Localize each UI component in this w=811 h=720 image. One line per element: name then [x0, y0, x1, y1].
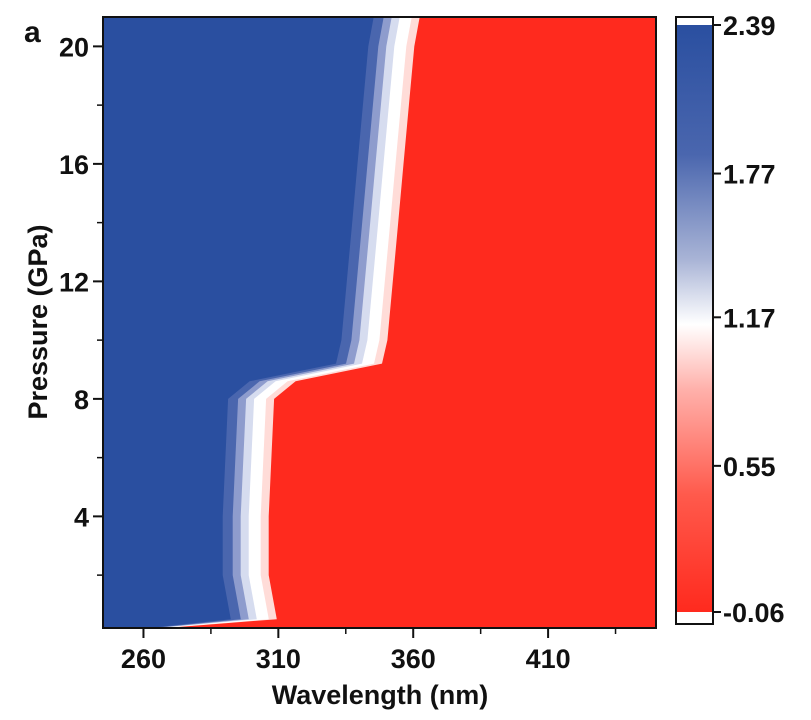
colorbar: 2.39 1.77 1.17 0.55 -0.06: [675, 11, 785, 628]
colorbar-tick-label: 1.17: [723, 303, 776, 333]
y-tick-label: 20: [59, 32, 89, 62]
colorbar-tick-label: -0.06: [723, 598, 785, 628]
colorbar-frame: [675, 16, 714, 625]
colorbar-gradient: [676, 25, 713, 612]
plot-area: [103, 17, 656, 628]
y-tick-label: 16: [59, 150, 89, 180]
x-axis-title: Wavelength (nm): [272, 680, 489, 710]
x-tick-label: 410: [526, 644, 571, 674]
y-axis-title: Pressure (GPa): [23, 224, 53, 419]
panel-label: a: [24, 16, 41, 49]
y-tick-label: 8: [74, 385, 89, 415]
x-tick-label: 260: [121, 644, 166, 674]
x-axis: 260 310 360 410: [121, 628, 617, 674]
colorbar-ticks: 2.39 1.77 1.17 0.55 -0.06: [713, 11, 785, 628]
colorbar-tick-label: 1.77: [723, 160, 776, 190]
colorbar-tick-label: 0.55: [723, 452, 776, 482]
colorbar-tick-label: 2.39: [723, 11, 776, 41]
plot-frame: [102, 16, 657, 629]
y-tick-label: 12: [59, 267, 89, 297]
x-tick-label: 310: [256, 644, 301, 674]
x-tick-label: 360: [391, 644, 436, 674]
y-axis: 4 8 12 16 20: [59, 32, 103, 576]
heatmap-band-blue: [103, 17, 374, 628]
y-tick-label: 4: [74, 502, 89, 532]
